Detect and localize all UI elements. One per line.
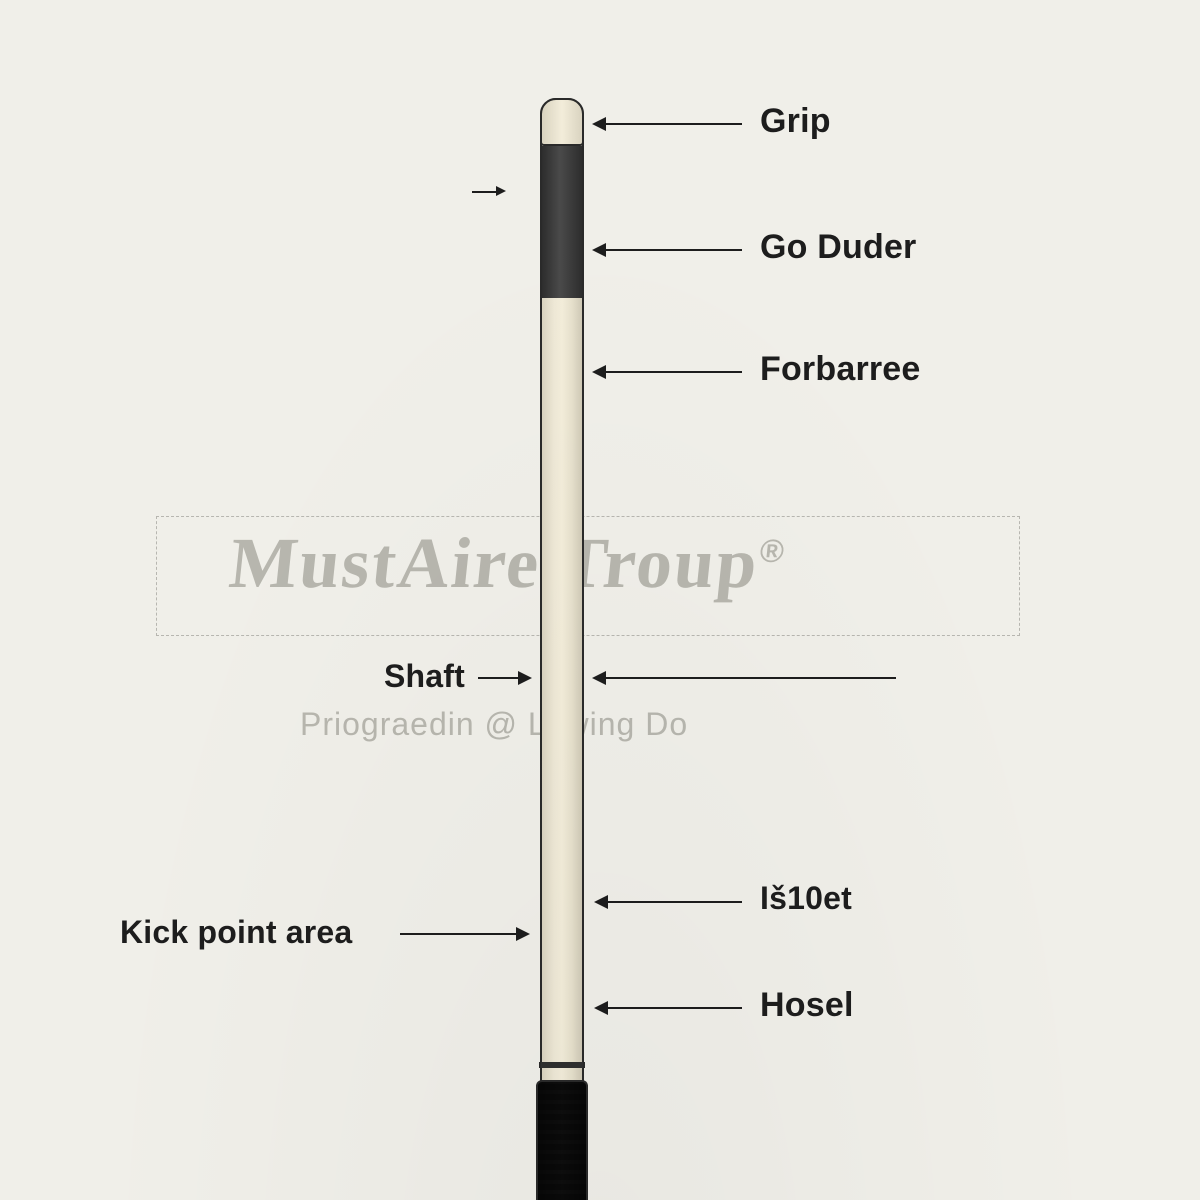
shaft-ribbed-hosel [536, 1080, 588, 1200]
arrow-head-i10et [594, 895, 608, 909]
arrow-line-i10et [608, 901, 742, 903]
arrow-head-forbarree [592, 365, 606, 379]
label-goduder: Go Duder [760, 228, 917, 267]
stray-arrow-head [496, 186, 506, 196]
shaft-ferrule-band [539, 1062, 585, 1068]
label-hosel: Hosel [760, 986, 854, 1025]
shaft-grip-wrap [540, 146, 584, 298]
arrow-line-forbarree [606, 371, 742, 373]
arrow-head-shaft-left [518, 671, 532, 685]
arrow-head-grip [592, 117, 606, 131]
arrow-head-hosel [594, 1001, 608, 1015]
arrow-line-hosel [608, 1007, 742, 1009]
label-i10et: Iš10et [760, 880, 852, 917]
registered-mark: ® [758, 533, 788, 569]
arrow-line-kick [400, 933, 516, 935]
arrow-head-shaft-right [592, 671, 606, 685]
diagram-canvas: MustAire Troup® Priograedin @ Lowing Do … [0, 0, 1200, 1200]
arrow-line-shaft-right [606, 677, 896, 679]
stray-arrow-line [472, 191, 496, 193]
arrow-head-goduder [592, 243, 606, 257]
arrow-line-goduder [606, 249, 742, 251]
arrow-head-kick [516, 927, 530, 941]
arrow-line-grip [606, 123, 742, 125]
watermark-main: MustAire Troup® [226, 522, 789, 605]
label-kick: Kick point area [120, 914, 352, 951]
watermark-main-text: MustAire Troup [226, 523, 763, 603]
label-shaft: Shaft [384, 658, 465, 695]
arrow-line-shaft-left [478, 677, 518, 679]
watermark-sub: Priograedin @ Lowing Do [300, 706, 688, 743]
label-grip: Grip [760, 102, 831, 141]
shaft-tip-cap [540, 98, 584, 146]
label-forbarree: Forbarree [760, 350, 921, 389]
